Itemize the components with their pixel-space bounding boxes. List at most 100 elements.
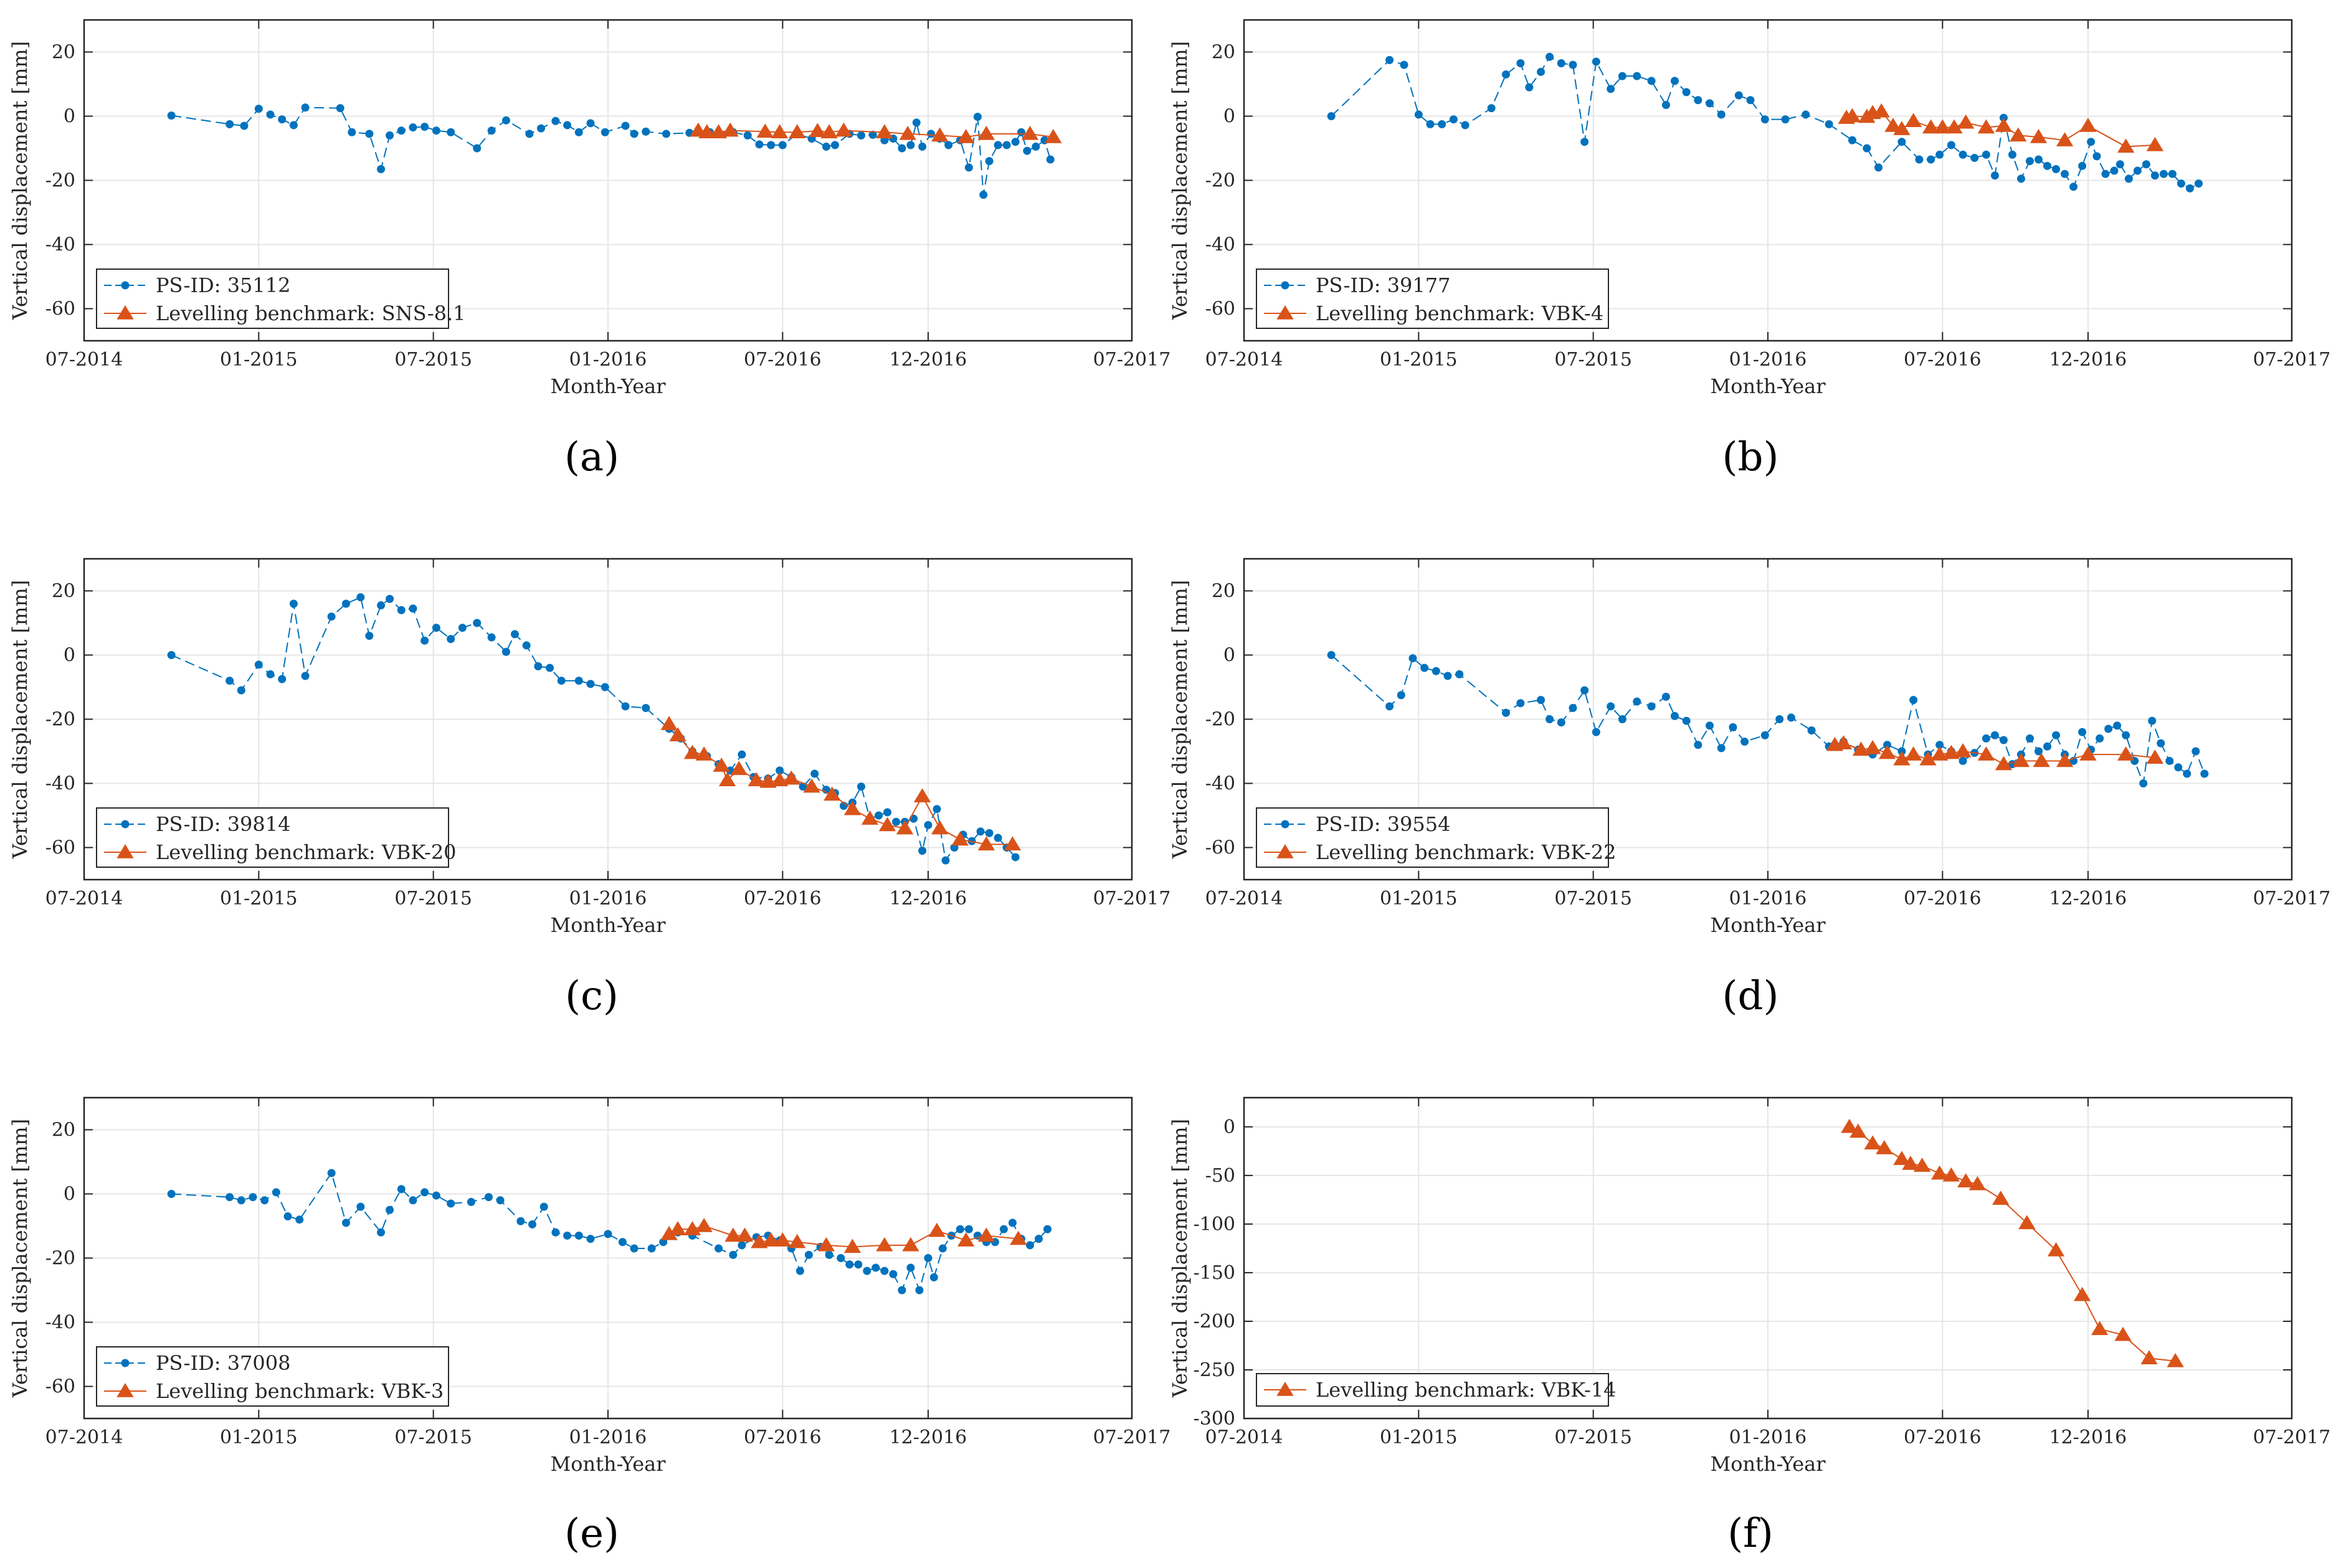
ps-point bbox=[1397, 691, 1405, 700]
ps-point bbox=[447, 1199, 455, 1208]
legend-label: Levelling benchmark: VBK-3 bbox=[156, 1379, 444, 1403]
ps-point bbox=[1661, 692, 1670, 701]
chart-b: 07-2014 01-2015 07-2015 01-2016 07-2016 12-20… bbox=[1168, 19, 2330, 398]
x-tick-label: 07-2017 bbox=[1093, 1427, 1171, 1448]
legend-marker-dot bbox=[121, 1359, 130, 1367]
ps-point bbox=[1825, 120, 1833, 128]
ps-point bbox=[755, 140, 764, 149]
levelling-point bbox=[861, 810, 879, 825]
ps-point bbox=[365, 632, 374, 640]
levelling-point bbox=[1904, 113, 1922, 127]
legend-marker-triangle bbox=[116, 1383, 134, 1397]
legend-label: Levelling benchmark: VBK-4 bbox=[1316, 302, 1603, 325]
levelling-point bbox=[771, 772, 789, 787]
levelling-point bbox=[730, 761, 748, 776]
ps-point bbox=[237, 1196, 245, 1205]
ps-point bbox=[534, 662, 543, 671]
levelling-point bbox=[669, 1221, 686, 1235]
levelling-point bbox=[1942, 1167, 1960, 1182]
ps-point bbox=[1023, 146, 1032, 155]
ps-point bbox=[1400, 60, 1408, 69]
ps-point bbox=[574, 677, 583, 685]
levelling-point bbox=[951, 831, 969, 846]
ps-point bbox=[2026, 734, 2034, 743]
ps-point bbox=[1915, 155, 1924, 164]
levelling-point bbox=[718, 772, 736, 787]
legend-label: Levelling benchmark: VBK-20 bbox=[156, 840, 457, 864]
ps-point bbox=[1802, 110, 1810, 119]
ps-point bbox=[1982, 734, 1990, 743]
levelling-point bbox=[1919, 751, 1937, 766]
levelling-point bbox=[1893, 121, 1911, 135]
ps-point bbox=[1432, 667, 1440, 675]
ps-point bbox=[1706, 721, 1714, 730]
ps-point bbox=[266, 670, 275, 678]
ps-point bbox=[365, 130, 374, 138]
levelling-point bbox=[2117, 138, 2135, 153]
ps-point bbox=[1874, 163, 1883, 172]
ps-point bbox=[825, 1250, 833, 1259]
ps-point bbox=[2115, 160, 2124, 169]
ps-point bbox=[1046, 155, 1055, 164]
ps-point bbox=[409, 604, 417, 613]
legend-marker-triangle bbox=[116, 844, 134, 858]
levelling-point bbox=[1931, 1165, 1949, 1180]
ps-point bbox=[956, 1225, 964, 1233]
y-tick-label: 0 bbox=[64, 645, 75, 667]
ps-point bbox=[487, 633, 496, 642]
levelling-point bbox=[931, 127, 949, 142]
ps-point bbox=[1775, 715, 1784, 723]
levelling-point bbox=[1968, 1176, 1987, 1190]
ps-point bbox=[2104, 725, 2113, 733]
ps-point bbox=[601, 128, 609, 136]
ps-point bbox=[880, 1266, 889, 1275]
levelling-point bbox=[713, 758, 730, 772]
ps-point bbox=[854, 1260, 863, 1269]
levelling-point bbox=[1876, 1140, 1893, 1154]
x-tick-label: 07-2016 bbox=[744, 1427, 822, 1448]
ps-point bbox=[845, 1260, 854, 1269]
levelling-point bbox=[1931, 746, 1949, 761]
legend-box bbox=[1256, 268, 1609, 329]
levelling-point bbox=[2047, 1242, 2065, 1257]
ps-point bbox=[994, 141, 1002, 150]
ps-point bbox=[586, 1235, 595, 1243]
levelling-point bbox=[1884, 117, 1902, 132]
ps-point bbox=[1545, 52, 1554, 61]
ps-point bbox=[976, 827, 985, 836]
ps-point bbox=[409, 1196, 417, 1205]
ps-point bbox=[2165, 756, 2174, 765]
x-axis-label: Month-Year bbox=[550, 1452, 666, 1476]
levelling-point bbox=[843, 1238, 862, 1253]
ps-point bbox=[985, 829, 994, 837]
levelling-point bbox=[809, 123, 827, 137]
legend-marker-dot bbox=[121, 281, 130, 290]
y-axis-label: Vertical displacement [mm] bbox=[8, 1119, 32, 1398]
ps-point bbox=[1959, 150, 1967, 159]
ps-point bbox=[973, 113, 982, 121]
ps-point bbox=[501, 116, 510, 125]
legend-marker-triangle bbox=[1276, 844, 1294, 858]
ps-point bbox=[1647, 77, 1656, 85]
ps-point bbox=[621, 121, 630, 130]
ps-point bbox=[985, 157, 994, 166]
legend-label: Levelling benchmark: VBK-14 bbox=[1316, 1378, 1617, 1402]
ps-point bbox=[539, 1202, 548, 1211]
x-tick-label: 12-2016 bbox=[2049, 888, 2127, 910]
levelling-point bbox=[1893, 1151, 1911, 1166]
chart-a: 07-2014 01-2015 07-2015 01-2016 07-2016 12-20… bbox=[8, 19, 1170, 398]
ps-point bbox=[1449, 115, 1458, 124]
ps-point bbox=[1670, 77, 1679, 85]
ps-point bbox=[863, 1266, 871, 1275]
legend-marker-dot bbox=[1281, 820, 1289, 829]
ps-point bbox=[1025, 1241, 1034, 1250]
ps-point bbox=[1729, 723, 1737, 731]
ps-point bbox=[778, 141, 787, 150]
ps-point bbox=[574, 1231, 583, 1240]
panel-label-e: (e) bbox=[564, 1511, 619, 1557]
ps-point bbox=[522, 641, 531, 650]
y-tick-label: -20 bbox=[1205, 709, 1235, 731]
y-tick-label: 0 bbox=[1223, 1116, 1235, 1138]
levelling-point bbox=[1873, 103, 1890, 118]
ps-point bbox=[883, 808, 892, 817]
